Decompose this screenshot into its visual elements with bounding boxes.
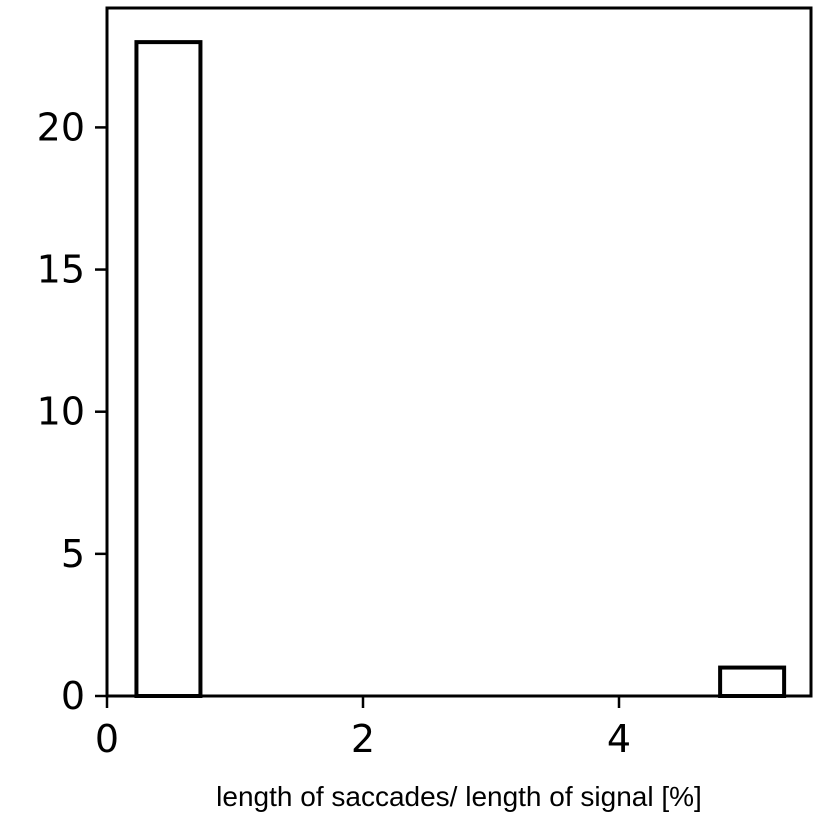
y-tick-label-3: 15 (37, 248, 85, 292)
y-tick-label-2: 10 (37, 390, 85, 434)
x-tick-label-0: 0 (95, 717, 119, 761)
histogram-bar-0 (134, 40, 203, 698)
plot-frame (105, 6, 813, 698)
y-tick-label-0: 0 (61, 674, 85, 718)
x-axis-label: length of saccades/ length of signal [%] (216, 781, 702, 812)
x-tick-label-2: 4 (607, 717, 631, 761)
y-tick-label-1: 5 (61, 532, 85, 576)
x-tick-label-1: 2 (351, 717, 375, 761)
x-ticks-group: 0 2 4 (95, 696, 631, 761)
bars-group (134, 40, 787, 699)
histogram-bar-1 (718, 665, 787, 699)
y-tick-label-4: 20 (37, 105, 85, 149)
y-ticks-group: 0 5 10 15 20 (37, 105, 107, 718)
